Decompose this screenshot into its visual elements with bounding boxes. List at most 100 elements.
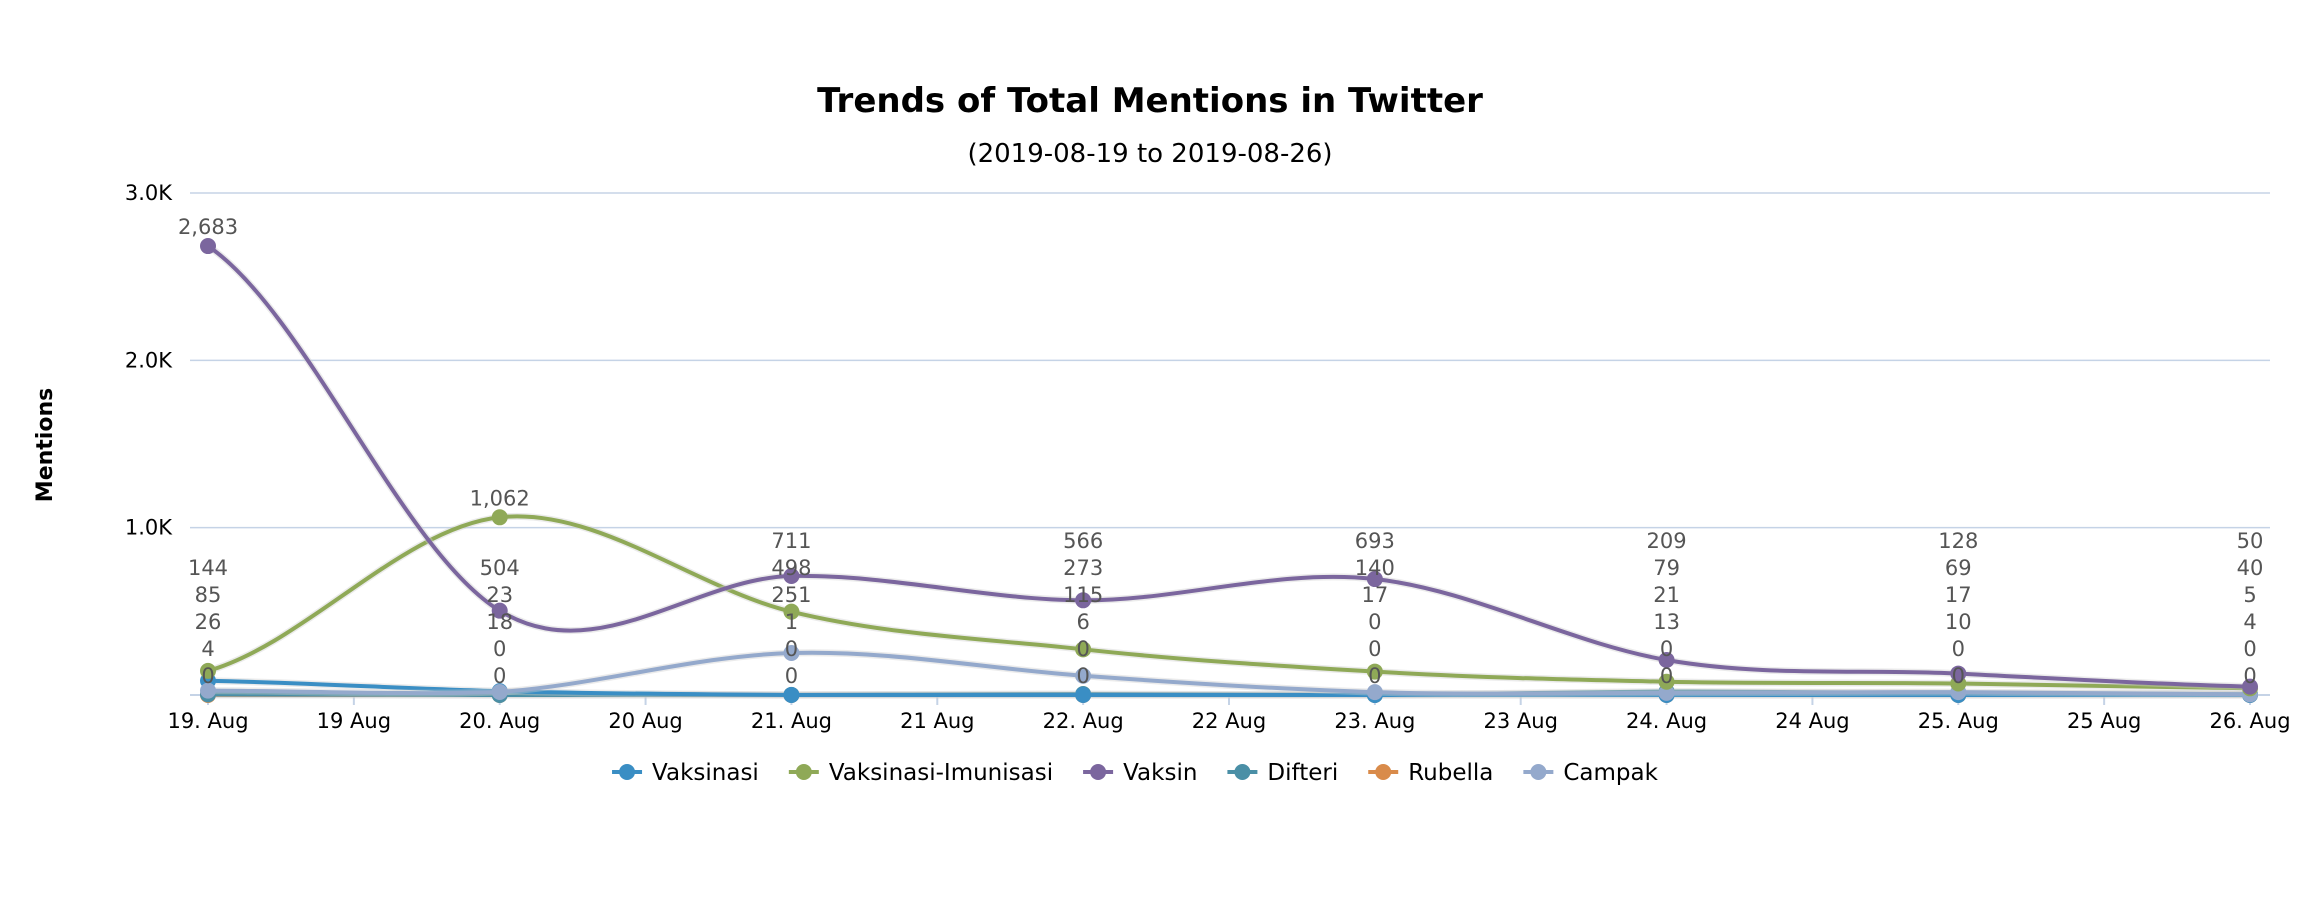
data-label: 0: [785, 637, 798, 661]
data-label: 209: [1647, 529, 1687, 553]
data-point: [2242, 678, 2258, 695]
data-point: [1075, 667, 1092, 684]
data-label: 711: [771, 529, 811, 553]
data-label: 2,683: [178, 215, 238, 239]
x-tick-label: 24 Aug: [1775, 709, 1849, 733]
legend-item-vaksinasi[interactable]: Vaksinasi: [612, 760, 759, 786]
legend-item-rubella[interactable]: Rubella: [1368, 760, 1493, 786]
legend-label: Rubella: [1408, 760, 1493, 786]
legend-label: Vaksinasi: [652, 760, 759, 786]
data-label: 144: [188, 556, 228, 580]
data-label: 251: [771, 583, 811, 607]
legend-item-vaksin[interactable]: Vaksin: [1083, 760, 1197, 786]
chart-title: Trends of Total Mentions in Twitter: [817, 81, 1483, 121]
data-label: 1: [785, 610, 798, 634]
data-label: 13: [1653, 610, 1680, 634]
data-label: 566: [1063, 529, 1103, 553]
y-axis-label: Mentions: [33, 388, 58, 502]
x-tick-label: 24. Aug: [1626, 709, 1707, 733]
data-label: 0: [1660, 664, 1673, 688]
chart-subtitle: (2019-08-19 to 2019-08-26): [967, 139, 1332, 169]
x-tick-label: 20 Aug: [608, 709, 682, 733]
data-point: [1075, 641, 1092, 658]
legend-marker-icon: [1090, 764, 1107, 780]
data-label: 0: [493, 637, 506, 661]
data-label: 69: [1945, 556, 1972, 580]
legend-item-difteri[interactable]: Difteri: [1227, 760, 1338, 786]
data-label: 0: [1076, 637, 1089, 661]
data-point: [1658, 652, 1675, 669]
data-label: 6: [1076, 610, 1089, 634]
series-line: [206, 244, 2251, 689]
data-label: 273: [1063, 556, 1103, 580]
x-tick-label: 25 Aug: [2067, 709, 2141, 733]
data-label: 0: [2243, 664, 2256, 688]
x-tick-label: 19 Aug: [317, 709, 391, 733]
series-line: [207, 678, 2250, 698]
data-label: 17: [1945, 583, 1972, 607]
legend-marker-icon: [1375, 764, 1392, 780]
legend-item-vaksinasi-imunisasi[interactable]: Vaksinasi-Imunisasi: [788, 760, 1053, 786]
data-label: 4: [2243, 610, 2256, 634]
data-label: 17: [1361, 583, 1388, 607]
legend-marker-icon: [619, 764, 636, 780]
data-point: [491, 602, 508, 619]
data-label: 128: [1938, 529, 1978, 553]
data-label: 79: [1653, 556, 1680, 580]
x-tick-label: 20. Aug: [459, 709, 540, 733]
data-label: 0: [2243, 637, 2256, 661]
series-campak: [200, 644, 2258, 703]
data-label: 21: [1653, 583, 1680, 607]
legend-item-campak[interactable]: Campak: [1523, 760, 1659, 786]
data-label: 0: [1368, 664, 1381, 688]
y-tick-label: 3.0K: [125, 181, 173, 205]
data-label: 693: [1355, 529, 1395, 553]
data-label: 504: [480, 556, 520, 580]
legend-label: Vaksinasi-Imunisasi: [829, 760, 1053, 786]
legend-marker-icon: [795, 764, 812, 780]
data-label: 0: [785, 664, 798, 688]
data-label: 0: [493, 664, 506, 688]
legend-marker-icon: [1234, 764, 1251, 780]
data-point: [1366, 684, 1383, 701]
x-tick-label: 25. Aug: [1918, 709, 1999, 733]
data-label: 85: [195, 583, 222, 607]
data-label: 0: [1368, 610, 1381, 634]
data-label: 18: [486, 610, 513, 634]
series-vaksin: [200, 238, 2258, 695]
x-tick-label: 21 Aug: [900, 709, 974, 733]
x-tick-label: 23. Aug: [1334, 709, 1415, 733]
legend-label: Campak: [1563, 760, 1658, 786]
data-point: [1658, 673, 1675, 690]
x-tick-label: 23 Aug: [1484, 709, 1558, 733]
data-point: [1366, 571, 1383, 588]
data-label: 0: [1660, 637, 1673, 661]
series-line: [207, 650, 2251, 697]
legend-marker-icon: [1530, 764, 1547, 780]
data-label: 0: [1076, 664, 1089, 688]
data-point: [783, 644, 800, 661]
legend-label: Vaksin: [1123, 760, 1197, 786]
data-point: [200, 662, 216, 679]
data-label: 4: [201, 637, 214, 661]
data-point: [783, 568, 800, 585]
data-label: 140: [1355, 556, 1395, 580]
data-label: 0: [201, 664, 214, 688]
x-tick-label: 26. Aug: [2209, 709, 2290, 733]
data-point: [1366, 663, 1383, 680]
y-tick-label: 1.0K: [125, 516, 173, 540]
x-tick-label: 19. Aug: [167, 709, 248, 733]
data-point: [200, 238, 216, 255]
y-tick-label: 2.0K: [125, 348, 173, 372]
data-label: 498: [771, 556, 811, 580]
data-label: 0: [1952, 664, 1965, 688]
data-label: 0: [1952, 637, 1965, 661]
data-label: 115: [1063, 583, 1103, 607]
x-tick-label: 22. Aug: [1043, 709, 1124, 733]
data-label: 10: [1945, 610, 1972, 634]
data-point: [491, 683, 508, 700]
data-point: [783, 687, 800, 703]
data-point: [1950, 665, 1967, 682]
data-label: 5: [2243, 583, 2256, 607]
